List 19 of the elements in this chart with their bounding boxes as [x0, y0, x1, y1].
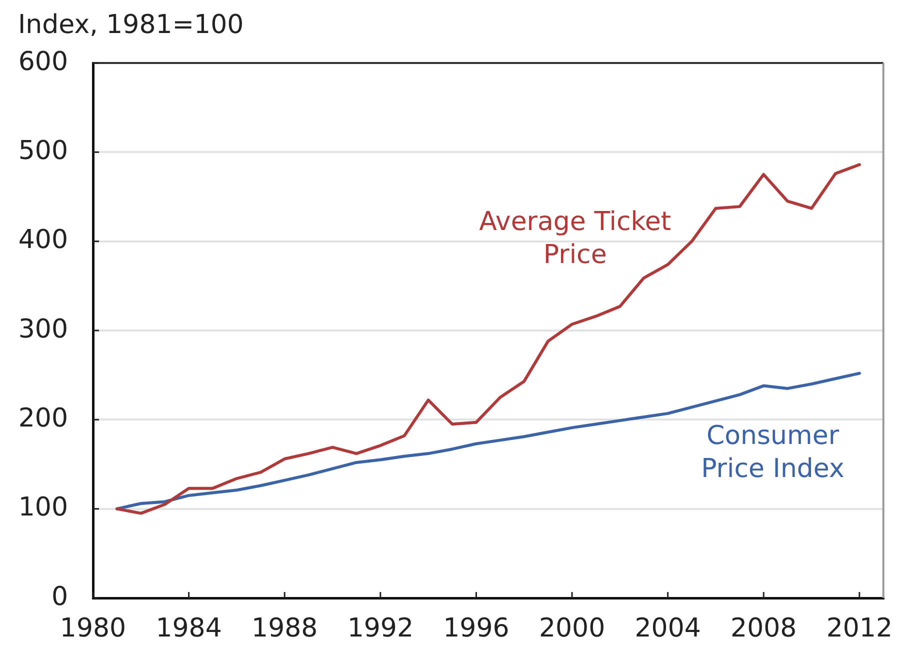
y-tick-label: 500 [18, 136, 68, 166]
y-tick-label: 100 [18, 492, 68, 523]
x-tick-label: 1980 [60, 613, 126, 644]
x-tick-label: 1984 [156, 613, 222, 644]
series-label: Consumer Price Index [701, 420, 844, 484]
y-tick-label: 300 [18, 314, 68, 344]
x-tick-label: 2012 [826, 613, 893, 644]
y-tick-label: 400 [18, 225, 68, 256]
series-label: Average Ticket Price [479, 206, 672, 270]
x-tick-label: 2000 [538, 613, 606, 644]
x-tick-label: 1988 [252, 613, 318, 644]
y-tick-label: 600 [18, 46, 68, 77]
x-tick-label: 1992 [347, 613, 414, 644]
y-tick-label: 200 [18, 403, 68, 434]
x-tick-label: 1996 [443, 613, 510, 644]
y-axis-title: Index, 1981=100 [18, 10, 244, 40]
y-tick-label: 0 [51, 582, 68, 612]
x-tick-label: 2004 [634, 613, 701, 644]
x-tick-label: 2008 [730, 613, 797, 644]
